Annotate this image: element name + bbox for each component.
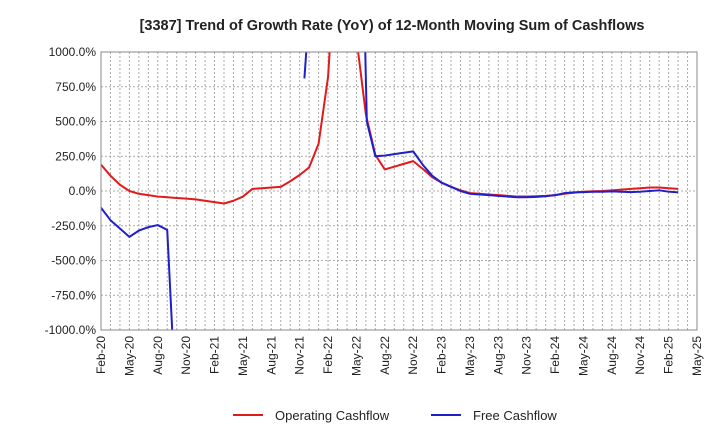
y-axis-ticks: 1000.0% 750.0% 500.0% 250.0% 0.0% -250.0% -500… [45, 45, 97, 337]
x-tick-label: Aug-23 [491, 336, 505, 375]
x-tick-label: Nov-23 [520, 336, 534, 375]
x-tick-label: Nov-22 [406, 336, 420, 375]
x-tick-label: May-22 [349, 336, 363, 376]
x-tick-label: Aug-22 [378, 336, 392, 375]
x-tick-label: Feb-23 [435, 336, 449, 374]
free-cashflow-line-1 [303, 52, 308, 79]
y-tick-label: 750.0% [55, 80, 96, 94]
x-tick-label: May-25 [690, 336, 704, 376]
x-tick-label: May-23 [463, 336, 477, 376]
x-tick-label: Aug-20 [151, 336, 165, 375]
x-tick-label: Feb-20 [94, 336, 108, 374]
y-tick-label: 0.0% [69, 184, 97, 198]
x-tick-label: Feb-25 [662, 336, 676, 374]
chart-title: [3387] Trend of Growth Rate (YoY) of 12-… [140, 18, 645, 34]
free-cashflow-line-2 [364, 52, 679, 199]
x-tick-label: Aug-21 [264, 336, 278, 375]
x-tick-label: Feb-21 [208, 336, 222, 374]
x-tick-label: May-20 [122, 336, 136, 376]
y-tick-label: -1000.0% [45, 323, 97, 337]
x-tick-label: Aug-24 [605, 336, 619, 375]
series-layer [101, 52, 679, 330]
y-tick-label: -250.0% [51, 219, 96, 233]
y-tick-label: -750.0% [51, 288, 96, 302]
y-tick-label: 250.0% [55, 149, 96, 163]
y-tick-label: 500.0% [55, 115, 96, 129]
legend-label-operating: Operating Cashflow [275, 408, 390, 423]
x-tick-label: Nov-20 [179, 336, 193, 375]
y-tick-label: 1000.0% [49, 45, 97, 59]
y-tick-label: -500.0% [51, 254, 96, 268]
x-axis-ticks: Feb-20 May-20 Aug-20 Nov-20 Feb-21 May-21 Aug-… [94, 336, 704, 376]
x-tick-label: Feb-24 [548, 336, 562, 374]
legend: Operating Cashflow Free Cashflow [233, 408, 557, 423]
plot-frame [100, 51, 698, 331]
x-tick-label: May-21 [236, 336, 250, 376]
legend-label-free: Free Cashflow [473, 408, 557, 423]
x-tick-label: Nov-21 [293, 336, 307, 375]
x-tick-label: May-24 [576, 336, 590, 376]
x-tick-label: Nov-24 [633, 336, 647, 375]
x-tick-label: Feb-22 [321, 336, 335, 374]
free-cashflow-line-0 [101, 207, 174, 330]
